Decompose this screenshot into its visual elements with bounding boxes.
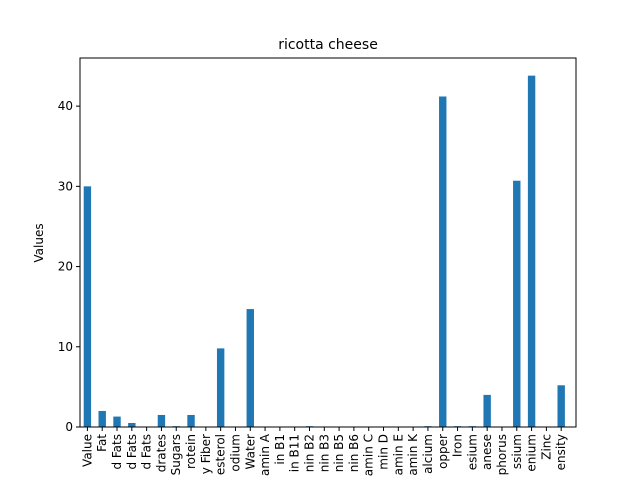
bar-3 bbox=[128, 422, 136, 427]
plot-frame bbox=[79, 57, 577, 428]
x-tick-label-12: amin A bbox=[258, 433, 272, 476]
x-tick-label-21: amin E bbox=[391, 434, 405, 475]
x-tick-label-29: ssium bbox=[510, 434, 524, 469]
x-tick-label-18: nin B6 bbox=[347, 434, 361, 472]
y-tick-label-4: 40 bbox=[58, 99, 73, 113]
bar-27 bbox=[483, 394, 491, 427]
x-tick-label-20: min D bbox=[377, 434, 391, 470]
x-tick-label-8: y Fiber bbox=[199, 434, 213, 474]
x-tick-label-11: Water bbox=[243, 434, 257, 470]
y-axis-label: Values bbox=[32, 223, 46, 262]
bar-5 bbox=[157, 414, 166, 427]
x-tick-label-27: anese bbox=[480, 434, 494, 470]
x-tick-label-9: esterol bbox=[214, 434, 228, 475]
x-tick-label-14: in B11 bbox=[288, 434, 302, 472]
x-tick-label-10: odium bbox=[228, 434, 242, 472]
x-tick-label-7: rotein bbox=[184, 434, 198, 469]
bar-7 bbox=[187, 414, 195, 427]
bar-32 bbox=[557, 385, 565, 427]
x-tick-label-19: amin C bbox=[362, 434, 376, 476]
bar-24 bbox=[439, 96, 447, 427]
x-tick-label-23: alcium bbox=[421, 434, 435, 474]
x-tick-label-0: Value bbox=[80, 434, 94, 467]
bar-2 bbox=[113, 416, 121, 427]
x-tick-label-31: Zinc bbox=[539, 434, 553, 460]
x-tick-label-2: d Fats bbox=[110, 434, 124, 470]
x-tick-label-26: esium bbox=[465, 434, 479, 470]
x-tick-label-5: drates bbox=[154, 434, 168, 472]
y-tick-label-2: 20 bbox=[58, 260, 73, 274]
x-axis: Value Fat d Fats d Fats d Fats drates Sugars ro… bbox=[80, 427, 568, 476]
bars-group bbox=[83, 75, 565, 428]
bar-9 bbox=[216, 348, 225, 427]
x-tick-label-22: amin K bbox=[406, 433, 420, 476]
x-tick-label-13: in B1 bbox=[273, 434, 287, 465]
bar-29 bbox=[513, 180, 521, 427]
bar-1 bbox=[98, 410, 106, 427]
y-axis: 0 10 20 30 40 bbox=[58, 99, 80, 434]
x-tick-label-32: ensity bbox=[554, 434, 568, 470]
x-tick-label-3: d Fats bbox=[125, 434, 139, 470]
x-tick-label-4: d Fats bbox=[140, 434, 154, 470]
bar-11 bbox=[246, 309, 254, 427]
bar-0 bbox=[83, 186, 92, 427]
y-tick-label-1: 10 bbox=[58, 340, 73, 354]
chart-title: ricotta cheese bbox=[278, 37, 378, 53]
x-tick-label-15: nin B2 bbox=[302, 434, 316, 472]
x-tick-label-6: Sugars bbox=[169, 434, 183, 475]
x-tick-label-1: Fat bbox=[95, 434, 109, 452]
x-tick-label-17: nin B5 bbox=[332, 434, 346, 472]
x-tick-label-16: nin B3 bbox=[317, 434, 331, 472]
y-tick-label-3: 30 bbox=[58, 179, 73, 193]
x-tick-label-25: Iron bbox=[451, 434, 465, 457]
bar-30 bbox=[527, 75, 536, 428]
y-tick-label-0: 0 bbox=[65, 420, 73, 434]
x-tick-label-24: opper bbox=[436, 434, 450, 469]
x-tick-label-28: phorus bbox=[495, 434, 509, 475]
x-tick-label-30: enium bbox=[525, 434, 539, 472]
